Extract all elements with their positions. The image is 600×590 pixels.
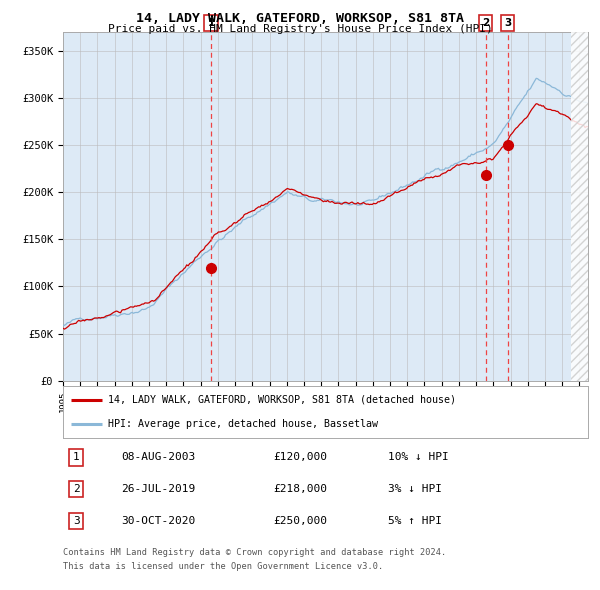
Text: 14, LADY WALK, GATEFORD, WORKSOP, S81 8TA (detached house): 14, LADY WALK, GATEFORD, WORKSOP, S81 8T… bbox=[107, 395, 455, 405]
Text: 1: 1 bbox=[73, 453, 79, 462]
Text: 3% ↓ HPI: 3% ↓ HPI bbox=[389, 484, 443, 494]
Text: 3: 3 bbox=[504, 18, 511, 28]
Text: 08-AUG-2003: 08-AUG-2003 bbox=[121, 453, 195, 462]
Text: £250,000: £250,000 bbox=[273, 516, 327, 526]
Text: 3: 3 bbox=[73, 516, 79, 526]
Text: 1: 1 bbox=[208, 18, 215, 28]
Text: 10% ↓ HPI: 10% ↓ HPI bbox=[389, 453, 449, 462]
Bar bbox=[571, 4, 588, 381]
Text: 2: 2 bbox=[73, 484, 79, 494]
Text: 2: 2 bbox=[482, 18, 490, 28]
Text: £218,000: £218,000 bbox=[273, 484, 327, 494]
Text: £120,000: £120,000 bbox=[273, 453, 327, 462]
Text: 30-OCT-2020: 30-OCT-2020 bbox=[121, 516, 195, 526]
Text: HPI: Average price, detached house, Bassetlaw: HPI: Average price, detached house, Bass… bbox=[107, 419, 377, 429]
Text: 14, LADY WALK, GATEFORD, WORKSOP, S81 8TA: 14, LADY WALK, GATEFORD, WORKSOP, S81 8T… bbox=[136, 12, 464, 25]
Text: This data is licensed under the Open Government Licence v3.0.: This data is licensed under the Open Gov… bbox=[63, 562, 383, 571]
Text: Price paid vs. HM Land Registry's House Price Index (HPI): Price paid vs. HM Land Registry's House … bbox=[107, 24, 493, 34]
Text: Contains HM Land Registry data © Crown copyright and database right 2024.: Contains HM Land Registry data © Crown c… bbox=[63, 548, 446, 556]
Text: 26-JUL-2019: 26-JUL-2019 bbox=[121, 484, 195, 494]
Text: 5% ↑ HPI: 5% ↑ HPI bbox=[389, 516, 443, 526]
